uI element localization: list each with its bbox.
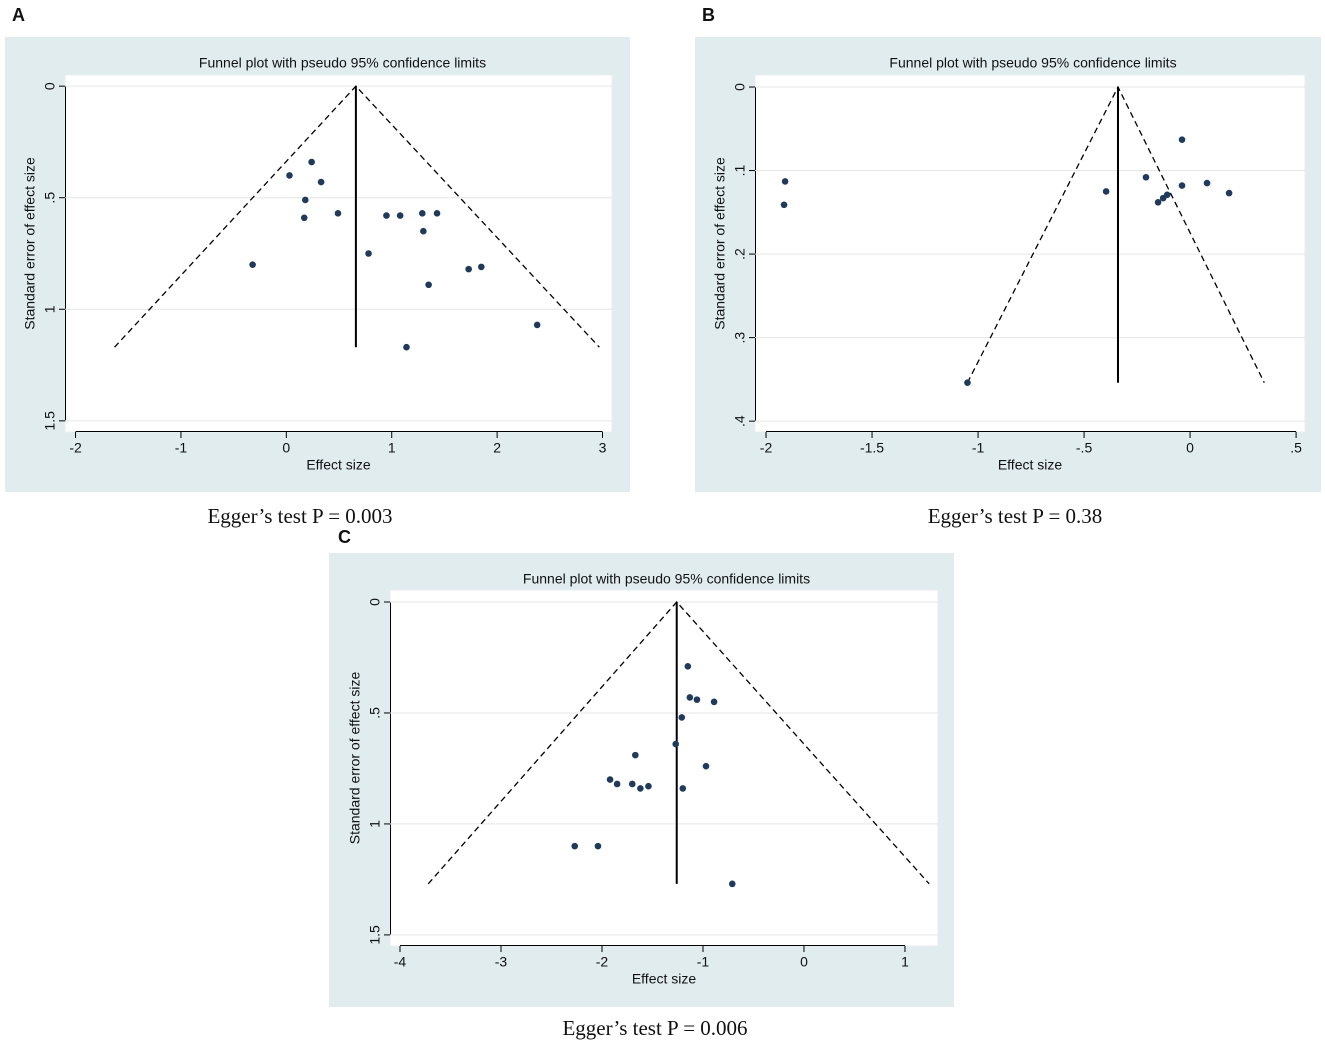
- y-tick-label: 0: [367, 598, 383, 606]
- y-tick-label: 1: [367, 820, 383, 828]
- panel-label: A: [12, 5, 25, 25]
- point: [613, 780, 621, 788]
- y-tick-label: .3: [732, 332, 748, 344]
- point: [365, 250, 372, 257]
- chart-title: Funnel plot with pseudo 95% confidence l…: [889, 55, 1176, 71]
- x-axis-label: Effect size: [306, 457, 371, 473]
- point: [1178, 136, 1186, 143]
- panel-label: B: [702, 5, 715, 25]
- point: [465, 265, 472, 273]
- x-tick-label: 0: [1186, 440, 1194, 456]
- caption: Egger’s test P = 0.006: [562, 1016, 747, 1040]
- point: [317, 178, 325, 186]
- x-tick-label: 0: [282, 440, 290, 456]
- panel-label: C: [338, 527, 351, 547]
- point: [308, 158, 315, 166]
- x-tick-label: -1.5: [860, 440, 884, 456]
- y-tick-label: .2: [732, 248, 748, 260]
- x-tick-label: -1: [972, 440, 985, 456]
- point: [1163, 191, 1171, 199]
- x-tick-label: 3: [599, 440, 607, 456]
- x-tick-label: 1: [901, 954, 909, 970]
- point: [433, 210, 441, 217]
- point: [1203, 179, 1211, 187]
- point: [672, 740, 680, 748]
- x-tick-label: -4: [394, 954, 407, 970]
- point: [1142, 173, 1150, 181]
- point: [606, 776, 614, 783]
- caption: Egger’s test P = 0.38: [928, 504, 1103, 528]
- point: [678, 714, 686, 721]
- x-tick-label: 2: [493, 440, 501, 456]
- y-tick-label: .1: [732, 165, 748, 177]
- point: [1154, 198, 1162, 206]
- y-tick-label: .5: [367, 707, 383, 719]
- x-axis-label: Effect size: [632, 971, 697, 987]
- point: [710, 698, 718, 706]
- point: [686, 694, 694, 701]
- point: [418, 210, 426, 217]
- point: [632, 751, 639, 759]
- point: [300, 214, 308, 222]
- chart-title: Funnel plot with pseudo 95% confidence l…: [523, 571, 810, 587]
- x-tick-label: -.5: [1076, 440, 1093, 456]
- y-axis-label: Standard error of effect size: [347, 672, 363, 845]
- x-tick-label: -2: [69, 440, 82, 456]
- point: [396, 212, 404, 219]
- plot-area: [754, 74, 1306, 433]
- caption: Egger’s test P = 0.003: [207, 504, 392, 528]
- point: [637, 785, 644, 792]
- point: [1178, 182, 1186, 189]
- point: [1102, 188, 1110, 195]
- y-tick-label: 0: [732, 83, 748, 91]
- chart-title: Funnel plot with pseudo 95% confidence l…: [199, 55, 486, 71]
- y-tick-label: 0: [42, 82, 58, 90]
- point: [781, 178, 789, 185]
- x-tick-label: -1: [697, 954, 710, 970]
- point: [684, 663, 692, 670]
- x-tick-label: -2: [596, 954, 609, 970]
- plot-area: [64, 74, 613, 433]
- point: [249, 261, 256, 268]
- y-axis-label: Standard error of effect size: [712, 157, 728, 330]
- point: [679, 785, 687, 792]
- point: [478, 263, 485, 271]
- point: [420, 227, 427, 235]
- point: [286, 172, 293, 179]
- point: [403, 343, 410, 351]
- x-tick-label: .5: [1290, 440, 1302, 456]
- point: [645, 782, 652, 790]
- point: [964, 379, 971, 387]
- y-axis-label: Standard error of effect size: [22, 157, 38, 330]
- point: [628, 780, 636, 788]
- point: [383, 212, 390, 219]
- point: [693, 696, 701, 703]
- point: [334, 210, 342, 217]
- point: [728, 880, 736, 888]
- point: [702, 762, 710, 770]
- x-tick-label: -2: [760, 440, 773, 456]
- point: [533, 321, 541, 329]
- x-tick-label: -3: [495, 954, 508, 970]
- point: [1225, 189, 1233, 197]
- y-tick-label: 1.5: [367, 925, 383, 945]
- y-tick-label: .5: [42, 192, 58, 204]
- x-tick-label: -1: [175, 440, 188, 456]
- x-axis-label: Effect size: [998, 457, 1063, 473]
- y-tick-label: 1.5: [42, 411, 58, 431]
- point: [302, 196, 309, 204]
- plot-area: [389, 589, 939, 947]
- point: [594, 842, 602, 850]
- point: [571, 842, 579, 850]
- y-tick-label: 1: [42, 305, 58, 313]
- point: [425, 281, 432, 289]
- y-tick-label: .4: [732, 415, 748, 427]
- x-tick-label: 1: [388, 440, 396, 456]
- point: [780, 201, 788, 209]
- x-tick-label: 0: [800, 954, 808, 970]
